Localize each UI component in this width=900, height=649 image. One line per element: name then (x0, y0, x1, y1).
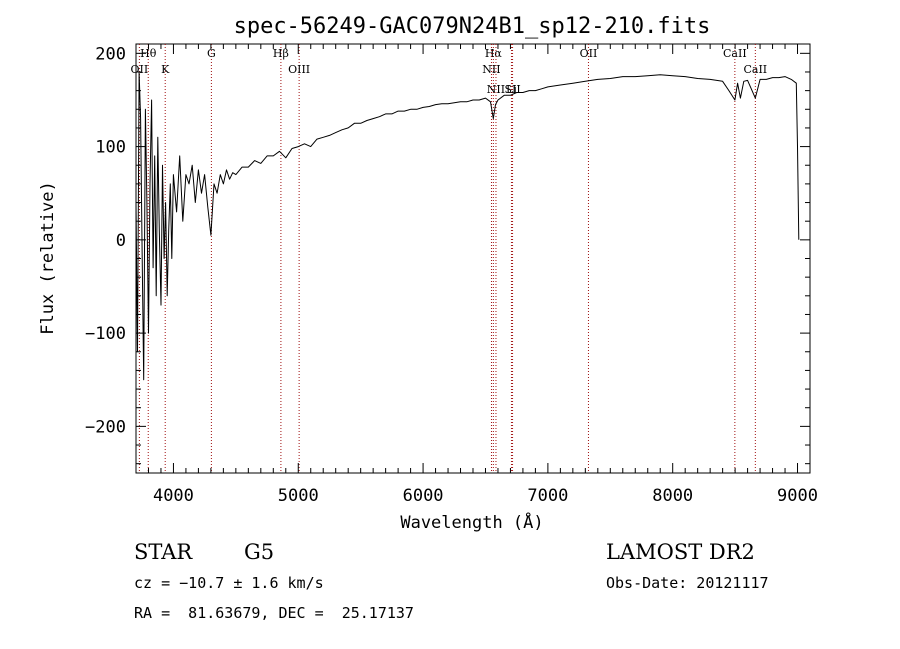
spectrum-line (135, 71, 800, 381)
y-tick-label: −100 (85, 324, 126, 344)
plot-frame (135, 43, 811, 474)
y-tick-label: 200 (95, 44, 126, 64)
axis-ticks: 4000 5000 6000 7000 8000 9000 −200 −100 0 100 200 (85, 44, 818, 506)
line-marker-label: CaII (723, 47, 747, 60)
spectrum-series (135, 71, 800, 381)
line-marker-label: G (207, 47, 216, 60)
coordinates: RA = 81.63679, DEC = 25.17137 (134, 604, 414, 622)
y-axis-label: Flux (relative) (38, 181, 58, 335)
object-type: STAR (134, 540, 193, 564)
x-tick-label: 7000 (527, 486, 568, 506)
survey-name: LAMOST DR2 (606, 540, 755, 564)
line-marker-label: NII (482, 63, 500, 76)
x-tick-label: 6000 (403, 486, 444, 506)
line-marker-label: K (161, 63, 170, 76)
chart-title: spec-56249-GAC079N24B1_sp12-210.fits (234, 14, 711, 39)
line-marker-label: OIII (288, 63, 310, 76)
x-tick-label: 4000 (153, 486, 194, 506)
x-axis-label: Wavelength (Å) (400, 511, 543, 533)
x-tick-label: 5000 (278, 486, 319, 506)
line-marker-label: Li (506, 83, 517, 96)
obs-date: Obs-Date: 20121117 (606, 574, 769, 592)
x-tick-label: 9000 (777, 486, 818, 506)
line-marker-label: Hα (485, 47, 503, 60)
y-tick-label: 100 (95, 138, 126, 158)
line-marker-label: OII (131, 63, 149, 76)
y-tick-label: 0 (116, 231, 126, 251)
line-marker-label: Hβ (273, 47, 289, 60)
x-tick-label: 8000 (652, 486, 693, 506)
y-tick-label: −200 (85, 417, 126, 437)
spectral-subclass: G5 (244, 540, 275, 564)
line-marker-label: CaII (743, 63, 767, 76)
line-marker-label: OII (580, 47, 598, 60)
redshift-info: cz = −10.7 ± 1.6 km/s (134, 574, 324, 592)
line-marker-label: Hθ (140, 47, 157, 60)
line-marker-label: NII (487, 83, 505, 96)
